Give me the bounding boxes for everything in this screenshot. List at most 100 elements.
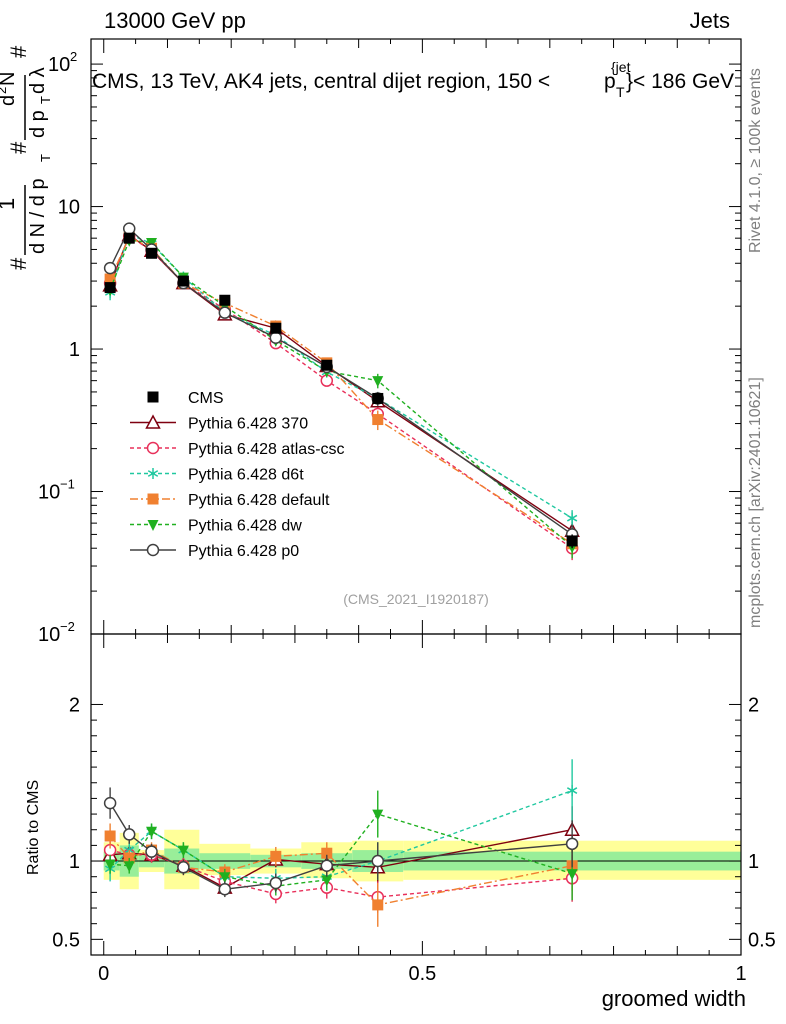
- ylabel-dpt: d p: [27, 110, 49, 138]
- ratio-ytick-label-left-2: 2: [69, 694, 80, 716]
- ytick-label-1e-1-exp: −1: [60, 477, 75, 492]
- ytick-label-1e2-base: 10: [48, 54, 70, 76]
- main-point-cms-1: [123, 232, 135, 244]
- ratio-point-pythia-6-428-p0-4: [218, 882, 232, 896]
- legend-marker-pythia-6-428-dw: [147, 520, 159, 531]
- ytick-label-1e-2-base: 10: [38, 624, 60, 646]
- ylabel-hash-3: #: [6, 45, 31, 58]
- ratio-point-pythia-6-428-p0-7: [371, 854, 385, 868]
- ratio-point-pythia-6-428-dw-2: [146, 826, 158, 838]
- ylabel-hash-1: #: [6, 257, 31, 270]
- ratio-ytick-label-right-1: 1: [748, 851, 759, 873]
- rivet-version-label: Rivet 4.1.0, ≥ 100k events: [747, 68, 764, 253]
- mcplots-label: mcplots.cern.ch [arXiv:2401.10621]: [747, 377, 764, 628]
- main-point-cms-6: [321, 359, 333, 371]
- ylabel-pt-sub-2: T: [38, 96, 53, 104]
- ylabel-d2n-d: d: [0, 95, 19, 106]
- ytick-label-1e2-exp: 2: [70, 49, 77, 64]
- xtick-label-1: 0.5: [408, 963, 436, 985]
- legend-marker-pythia-6-428-d6t-stroke-2: [147, 470, 159, 477]
- ratio-point-pythia-6-428-default-5: [270, 850, 282, 862]
- main-point-cms-7: [372, 392, 384, 404]
- legend-marker-pythia-6-428-p0: [146, 543, 160, 557]
- title-pt: p: [604, 70, 616, 93]
- ylabel-hash-2: #: [6, 141, 31, 154]
- ratio-point-pythia-6-428-p0-5: [269, 876, 283, 890]
- legend-label-pythia-6-428-370: Pythia 6.428 370: [188, 416, 308, 433]
- main-point-cms-8: [566, 535, 578, 547]
- ytick-label-1e-1-base: 10: [38, 482, 60, 504]
- plot-title: CMS, 13 TeV, AK4 jets, central dijet reg…: [92, 59, 734, 100]
- ratio-point-pythia-6-428-p0-1: [122, 828, 136, 841]
- main-point-pythia-6-428-default-0: [104, 273, 116, 285]
- main-point-pythia-6-428-p0-5: [269, 331, 283, 345]
- ratio-point-pythia-6-428-p0-0: [103, 796, 117, 810]
- legend: CMS Pythia 6.428 370 Pythia 6.428 atlas-cs…: [130, 390, 345, 560]
- ratio-ytick-label-left-1: 1: [69, 851, 80, 873]
- main-point-pythia-6-428-p0-1: [122, 222, 136, 235]
- main-panel-series: [102, 222, 580, 561]
- title-pt-sup: {jet: [611, 59, 631, 75]
- ytick-label-10: 10: [58, 197, 80, 219]
- ylabel-pt-sub-1: T: [38, 154, 53, 162]
- legend-label-pythia-6-428-p0: Pythia 6.428 p0: [188, 543, 299, 560]
- ratio-point-pythia-6-428-d6t-8: [566, 785, 578, 797]
- main-point-cms-0: [104, 282, 116, 294]
- main-point-pythia-6-428-d6t-8: [566, 512, 578, 524]
- ratio-point-pythia-6-428-p0-8: [565, 837, 579, 851]
- ylabel-d2n-2: 2: [0, 87, 9, 94]
- legend-marker-cms: [147, 391, 159, 403]
- ratio-ytick-label-left-0: 0.5: [52, 929, 80, 951]
- title-prefix: CMS, 13 TeV, AK4 jets, central dijet reg…: [92, 70, 550, 93]
- main-point-pythia-6-428-default-7: [372, 414, 384, 426]
- title-pt-sub: T: [616, 84, 625, 100]
- ratio-ytick-label-right-2: 2: [748, 694, 759, 716]
- collision-label: 13000 GeV pp: [104, 8, 246, 33]
- legend-marker-pythia-6-428-atlas-csc: [146, 441, 160, 455]
- main-point-pythia-6-428-dw-7: [372, 376, 384, 388]
- main-point-cms-3: [177, 275, 189, 287]
- legend-marker-pythia-6-428-370: [145, 414, 161, 429]
- ratio-point-pythia-6-428-dw-4: [219, 872, 231, 884]
- ratio-point-pythia-6-428-default-0: [104, 830, 116, 842]
- legend-label-pythia-6-428-default: Pythia 6.428 default: [188, 492, 330, 509]
- main-point-cms-4: [219, 294, 231, 306]
- main-point-pythia-6-428-p0-0: [103, 261, 117, 275]
- ratio-point-pythia-6-428-dw-1: [123, 861, 135, 873]
- ratio-point-pythia-6-428-dw-7: [372, 809, 384, 821]
- ratio-frame: [90, 633, 742, 956]
- ytick-label-1e-2-exp: −2: [60, 619, 75, 634]
- ratio-ylabel: Ratio to CMS: [25, 780, 42, 875]
- ratio-point-pythia-6-428-default-7: [372, 899, 384, 911]
- xtick-label-2: 1: [735, 963, 746, 985]
- x-axis-label: groomed width: [602, 986, 746, 1011]
- ratio-panel-axes: 0 0.5 10.5 0.51 12 2: [52, 633, 776, 985]
- ratio-point-pythia-6-428-dw-3: [177, 845, 189, 857]
- legend-label-pythia-6-428-atlas-csc: Pythia 6.428 atlas-csc: [188, 441, 345, 458]
- ratio-panel-series: [102, 759, 580, 927]
- main-point-cms-5: [270, 322, 282, 334]
- ylabel-d2n-n: N: [0, 72, 19, 86]
- analysis-watermark: (CMS_2021_I1920187): [343, 591, 489, 607]
- ratio-point-pythia-6-428-p0-6: [320, 859, 334, 872]
- main-point-cms-2: [146, 247, 158, 259]
- legend-label-cms: CMS: [188, 390, 224, 407]
- main-point-pythia-6-428-d6t-8-stroke-2: [566, 514, 578, 522]
- legend-label-pythia-6-428-dw: Pythia 6.428 dw: [188, 518, 302, 535]
- ylabel-one: 1: [0, 198, 19, 210]
- legend-marker-pythia-6-428-d6t: [147, 468, 159, 479]
- ratio-point-pythia-6-428-p0-2: [145, 845, 158, 858]
- xtick-label-0: 0: [98, 963, 109, 985]
- main-line-pythia-6-428-d6t: [109, 233, 573, 519]
- main-point-pythia-6-428-p0-4: [218, 306, 232, 319]
- upper-ylabel: # 1 d N / d p T # d 2 N d p T d λ #: [0, 45, 53, 270]
- legend-label-pythia-6-428-d6t: Pythia 6.428 d6t: [188, 467, 304, 484]
- ratio-point-pythia-6-428-p0-3: [177, 861, 190, 874]
- legend-marker-pythia-6-428-default: [147, 493, 159, 505]
- ratio-point-pythia-6-428-default-6: [321, 847, 333, 859]
- ratio-point-pythia-6-428-dw-6: [321, 875, 333, 887]
- ratio-point-pythia-6-428-d6t-8-stroke-2: [566, 787, 578, 794]
- ratio-point-pythia-6-428-dw-0: [104, 859, 116, 871]
